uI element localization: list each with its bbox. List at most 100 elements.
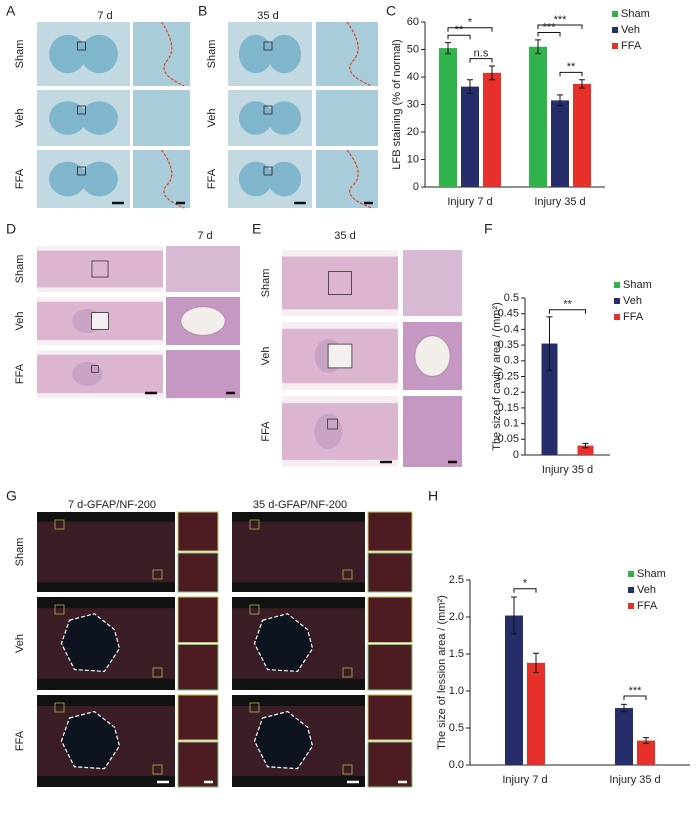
roi-box bbox=[54, 519, 65, 530]
legend-swatch bbox=[614, 314, 620, 320]
roi-box bbox=[249, 604, 260, 615]
y-tick-label: 0.3 bbox=[504, 355, 519, 367]
row-label: FFA bbox=[14, 730, 26, 751]
tissue bbox=[238, 34, 273, 74]
row-label: Sham bbox=[206, 40, 218, 69]
tissue bbox=[232, 521, 365, 583]
legend-swatch bbox=[628, 587, 634, 593]
bar bbox=[505, 615, 523, 765]
bar bbox=[527, 662, 545, 765]
legend-swatch bbox=[614, 298, 620, 304]
bar bbox=[615, 708, 633, 765]
boundary bbox=[346, 21, 373, 87]
roi-box bbox=[91, 365, 99, 373]
lesion-outline bbox=[60, 710, 121, 770]
roi-box bbox=[91, 312, 109, 330]
bar bbox=[461, 86, 479, 187]
x-tick-label: Injury 7 d bbox=[447, 196, 492, 208]
zoom-tile bbox=[177, 741, 219, 788]
cavity bbox=[180, 306, 226, 336]
zoom-tile bbox=[316, 90, 378, 146]
significance-bracket bbox=[447, 34, 471, 40]
y-tick-label: 40 bbox=[407, 71, 419, 83]
panel-letter: E bbox=[252, 221, 261, 237]
error-bar bbox=[511, 596, 517, 635]
error-bar bbox=[557, 94, 563, 107]
zoom-tile bbox=[316, 150, 378, 208]
zoom-tile bbox=[403, 250, 462, 316]
roi-box bbox=[77, 166, 86, 176]
zoom-tile bbox=[403, 396, 462, 467]
tissue bbox=[49, 34, 87, 74]
row-label: Veh bbox=[206, 109, 218, 128]
zoom-tile bbox=[133, 90, 190, 146]
lesion bbox=[72, 362, 103, 386]
significance-label: n.s bbox=[474, 47, 489, 59]
roi-box bbox=[249, 519, 260, 530]
y-tick-label: 0.35 bbox=[498, 339, 519, 351]
row-label: Veh bbox=[14, 634, 26, 653]
bar bbox=[577, 445, 594, 455]
tissue bbox=[80, 34, 118, 74]
tissue bbox=[267, 161, 302, 197]
lesion-outline bbox=[253, 613, 314, 673]
panel-letter: D bbox=[6, 221, 16, 237]
significance-label: *** bbox=[543, 21, 557, 33]
significance-bracket bbox=[549, 309, 586, 314]
roi-box bbox=[249, 702, 260, 713]
roi-box bbox=[152, 569, 163, 580]
tissue bbox=[267, 101, 302, 135]
roi-box bbox=[263, 166, 273, 176]
significance-bracket bbox=[623, 695, 647, 700]
roi-box bbox=[263, 105, 273, 115]
tissue bbox=[49, 101, 87, 135]
row-label: FFA bbox=[260, 421, 272, 442]
panel-title: 7 d bbox=[97, 10, 112, 22]
legend-swatch bbox=[612, 27, 618, 33]
zoom-tile bbox=[177, 596, 219, 643]
zoom-tile bbox=[367, 694, 413, 741]
y-tick-label: 2.0 bbox=[449, 611, 464, 623]
tissue bbox=[49, 161, 87, 197]
y-tick-label: 0.1 bbox=[504, 418, 519, 430]
y-tick-label: 60 bbox=[407, 16, 419, 28]
panel-title: 35 d bbox=[334, 230, 355, 242]
panel-letter: F bbox=[484, 221, 493, 237]
row-label: Sham bbox=[260, 269, 272, 298]
panel-letter: G bbox=[6, 488, 17, 504]
x-tick-label: Injury 35 d bbox=[542, 464, 593, 476]
x-tick-label: Injury 7 d bbox=[502, 774, 547, 786]
legend-label: Sham bbox=[621, 8, 650, 20]
row-label: Veh bbox=[14, 312, 26, 331]
lesion-outline bbox=[253, 710, 314, 770]
error-bar bbox=[533, 652, 539, 673]
tissue bbox=[282, 256, 398, 310]
roi-box bbox=[54, 604, 65, 615]
panel-title: 7 d bbox=[197, 230, 212, 242]
legend-swatch bbox=[612, 11, 618, 17]
panel-letter: B bbox=[198, 3, 207, 19]
panel-letter: C bbox=[386, 3, 396, 19]
zoom-tile bbox=[177, 511, 219, 552]
tissue bbox=[80, 101, 118, 135]
y-tick-label: 20 bbox=[407, 126, 419, 138]
panel-title: 35 d-GFAP/NF-200 bbox=[253, 499, 347, 511]
error-bar bbox=[582, 442, 589, 449]
y-tick-label: 0.0 bbox=[449, 759, 464, 771]
tissue bbox=[37, 521, 175, 583]
significance-bracket bbox=[559, 71, 583, 77]
legend-label: Sham bbox=[637, 568, 666, 580]
significance-bracket bbox=[537, 31, 561, 37]
error-bar bbox=[535, 39, 541, 55]
error-bar bbox=[489, 65, 495, 81]
lesion bbox=[314, 413, 343, 450]
bar bbox=[541, 343, 558, 455]
significance-bracket bbox=[537, 24, 583, 30]
zoom-tile bbox=[133, 150, 190, 208]
y-axis-label: The size of cavity area / (mm²) bbox=[491, 302, 503, 451]
boundary bbox=[346, 149, 373, 209]
panel-title: 7 d-GFAP/NF-200 bbox=[68, 499, 156, 511]
zoom-tile bbox=[166, 246, 240, 292]
y-tick-label: 1.5 bbox=[449, 648, 464, 660]
roi-box bbox=[327, 418, 338, 430]
